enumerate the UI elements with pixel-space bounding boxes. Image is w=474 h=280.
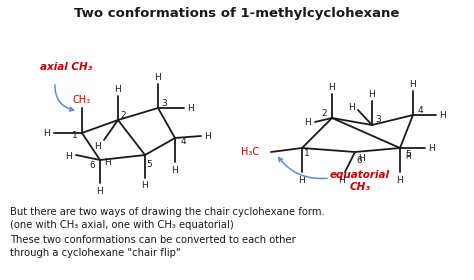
Text: 1: 1 xyxy=(72,130,78,139)
Text: CH₃: CH₃ xyxy=(350,182,370,192)
Text: H: H xyxy=(205,132,211,141)
Text: 2: 2 xyxy=(120,111,126,120)
Text: 6: 6 xyxy=(89,160,95,169)
Text: H: H xyxy=(299,176,305,185)
Text: through a cyclohexane "chair flip": through a cyclohexane "chair flip" xyxy=(10,248,181,258)
Text: H: H xyxy=(305,118,311,127)
Text: CH₃: CH₃ xyxy=(73,95,91,105)
Text: 5: 5 xyxy=(405,150,411,158)
Text: H: H xyxy=(439,111,447,120)
FancyArrowPatch shape xyxy=(55,85,73,111)
Text: H: H xyxy=(44,129,50,137)
Text: 4: 4 xyxy=(417,106,423,115)
Text: H: H xyxy=(95,141,101,151)
Text: H: H xyxy=(188,104,194,113)
Text: H: H xyxy=(405,151,411,160)
FancyArrowPatch shape xyxy=(279,158,327,179)
Text: 5: 5 xyxy=(146,160,152,169)
Text: H: H xyxy=(142,181,148,190)
Text: axial CH₃: axial CH₃ xyxy=(40,62,92,72)
Text: 6: 6 xyxy=(356,155,362,165)
Text: H: H xyxy=(410,80,416,88)
Text: H: H xyxy=(348,102,356,111)
Text: H: H xyxy=(328,83,336,92)
Text: Two conformations of 1-methylcyclohexane: Two conformations of 1-methylcyclohexane xyxy=(74,7,400,20)
Text: H: H xyxy=(359,153,365,162)
Text: equatorial: equatorial xyxy=(330,170,390,180)
Text: H: H xyxy=(397,176,403,185)
Text: (one with CH₃ axial, one with CH₃ equatorial): (one with CH₃ axial, one with CH₃ equato… xyxy=(10,220,234,230)
Text: 3: 3 xyxy=(161,99,167,108)
Text: 3: 3 xyxy=(375,115,381,123)
Text: H: H xyxy=(172,165,178,174)
Text: H: H xyxy=(155,73,161,81)
Text: These two conformations can be converted to each other: These two conformations can be converted… xyxy=(10,235,296,245)
Text: 4: 4 xyxy=(180,137,186,146)
Text: 2: 2 xyxy=(321,109,327,118)
Text: 1: 1 xyxy=(304,148,310,158)
Text: H: H xyxy=(369,90,375,99)
Text: H: H xyxy=(65,151,73,160)
Text: H₃C: H₃C xyxy=(241,147,259,157)
Text: But there are two ways of drawing the chair cyclohexane form.: But there are two ways of drawing the ch… xyxy=(10,207,325,217)
Text: H: H xyxy=(105,158,111,167)
Text: H: H xyxy=(97,186,103,195)
Text: H: H xyxy=(115,85,121,94)
Text: H: H xyxy=(338,176,346,185)
Text: H: H xyxy=(428,144,436,153)
